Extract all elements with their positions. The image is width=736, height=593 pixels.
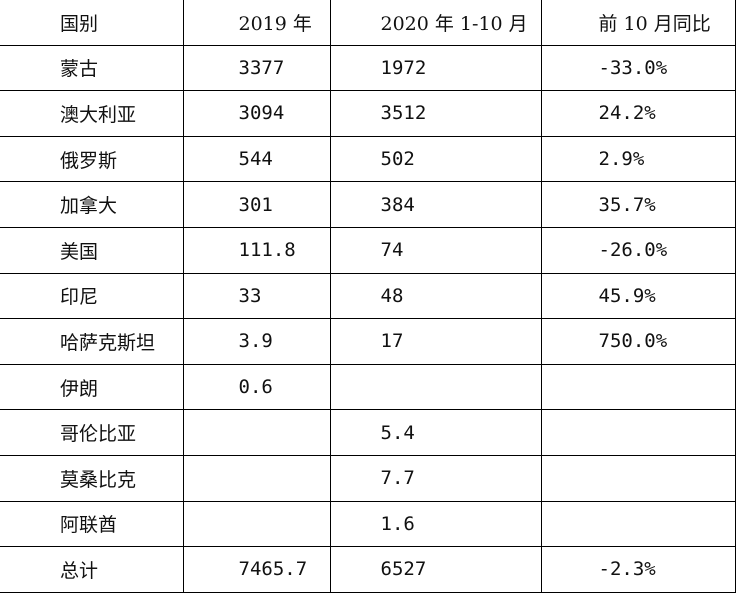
table-cell: 印尼 bbox=[0, 272, 184, 320]
table-row: 阿联酋 1.6 bbox=[0, 500, 736, 548]
table-cell: 国别 bbox=[0, 0, 184, 46]
table-cell: 74 bbox=[329, 226, 542, 274]
table-cell: 2020 年 1-10 月 bbox=[329, 0, 542, 46]
table-row: 印尼 33 48 45.9% bbox=[0, 272, 736, 320]
table-row: 澳大利亚 3094 3512 24.2% bbox=[0, 90, 736, 137]
table-cell: 2.9% bbox=[540, 135, 736, 183]
table-cell: 384 bbox=[329, 181, 542, 228]
table-cell: 0.6 bbox=[182, 363, 331, 411]
table-cell bbox=[329, 363, 542, 411]
table-cell bbox=[540, 409, 736, 456]
table-cell: 7465.7 bbox=[182, 546, 331, 593]
table-cell: 111.8 bbox=[182, 226, 331, 274]
table-cell: 总计 bbox=[0, 546, 184, 593]
table-cell: 哥伦比亚 bbox=[0, 409, 184, 456]
table-cell: 美国 bbox=[0, 226, 184, 274]
table-row: 俄罗斯 544 502 2.9% bbox=[0, 135, 736, 183]
table-cell bbox=[540, 500, 736, 548]
table-row: 哈萨克斯坦 3.9 17 750.0% bbox=[0, 318, 736, 365]
table-row: 哥伦比亚 5.4 bbox=[0, 409, 736, 456]
table-cell: 7.7 bbox=[329, 454, 542, 502]
table-cell: -26.0% bbox=[540, 226, 736, 274]
table-cell bbox=[540, 363, 736, 411]
table-cell: 阿联酋 bbox=[0, 500, 184, 548]
table-row: 莫桑比克 7.7 bbox=[0, 454, 736, 502]
table-cell: 1972 bbox=[329, 44, 542, 92]
table-cell: 3512 bbox=[329, 90, 542, 137]
table-cell: 33 bbox=[182, 272, 331, 320]
table-cell: 3.9 bbox=[182, 318, 331, 365]
table-cell: 澳大利亚 bbox=[0, 90, 184, 137]
table-cell: 1.6 bbox=[329, 500, 542, 548]
table-cell: 502 bbox=[329, 135, 542, 183]
table-row: 美国 111.8 74 -26.0% bbox=[0, 226, 736, 274]
table-cell: 45.9% bbox=[540, 272, 736, 320]
table-cell: 伊朗 bbox=[0, 363, 184, 411]
table-cell: 蒙古 bbox=[0, 44, 184, 92]
table-cell: 3377 bbox=[182, 44, 331, 92]
table-cell: 24.2% bbox=[540, 90, 736, 137]
table-row: 总计 7465.7 6527 -2.3% bbox=[0, 546, 736, 593]
table-cell: 哈萨克斯坦 bbox=[0, 318, 184, 365]
table-cell: 2019 年 bbox=[182, 0, 331, 46]
table-cell bbox=[182, 500, 331, 548]
table-cell bbox=[182, 409, 331, 456]
table-cell: 48 bbox=[329, 272, 542, 320]
table-cell: -2.3% bbox=[540, 546, 736, 593]
header-row: 国别 2019 年 2020 年 1-10 月前 10 月同比 bbox=[0, 0, 736, 46]
table-cell: 750.0% bbox=[540, 318, 736, 365]
table-row: 蒙古 3377 1972 -33.0% bbox=[0, 44, 736, 92]
table-cell bbox=[182, 454, 331, 502]
table-cell: 3094 bbox=[182, 90, 331, 137]
table-cell: 俄罗斯 bbox=[0, 135, 184, 183]
table-cell: 5.4 bbox=[329, 409, 542, 456]
table-row: 加拿大 301 384 35.7% bbox=[0, 181, 736, 228]
table-cell: 17 bbox=[329, 318, 542, 365]
table-cell: 前 10 月同比 bbox=[540, 0, 736, 46]
table-cell: 6527 bbox=[329, 546, 542, 593]
table-cell: 加拿大 bbox=[0, 181, 184, 228]
table-cell: 35.7% bbox=[540, 181, 736, 228]
table-cell: -33.0% bbox=[540, 44, 736, 92]
table-cell: 301 bbox=[182, 181, 331, 228]
table-cell: 544 bbox=[182, 135, 331, 183]
table-cell: 莫桑比克 bbox=[0, 454, 184, 502]
table-row: 伊朗 0.6 bbox=[0, 363, 736, 411]
table-cell bbox=[540, 454, 736, 502]
